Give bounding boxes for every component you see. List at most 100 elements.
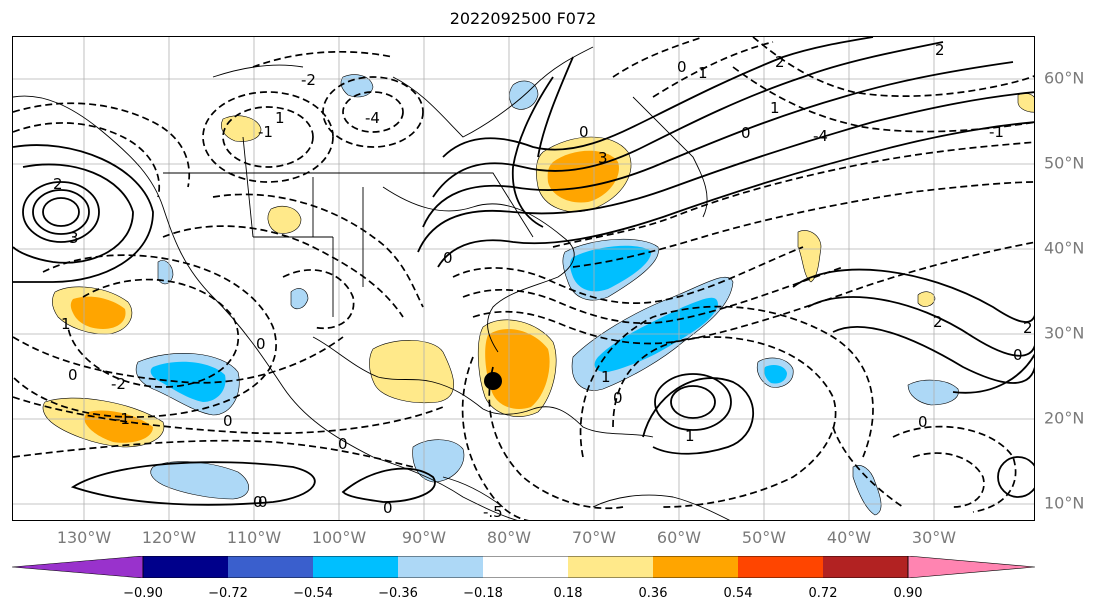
contour-label: 2 xyxy=(775,53,785,71)
negative-anomaly-core xyxy=(594,297,718,373)
contour-label: 0 xyxy=(443,249,453,267)
positive-anomaly-region xyxy=(797,230,822,283)
contour-label: 0 xyxy=(223,412,233,430)
colorbar-segment xyxy=(823,556,908,578)
contour-label: 1 xyxy=(61,315,71,333)
positive-anomaly-region xyxy=(1017,93,1034,113)
storm-center-marker xyxy=(484,372,502,390)
colorbar-tick-label: 0.18 xyxy=(553,586,583,601)
positive-anomaly-region xyxy=(221,115,262,142)
map-canvas: -2 -4 1 2 3 -1 1 0 -2 -1 0 0 0 0 0 0 0 3… xyxy=(13,37,1034,521)
contour-label: 0 xyxy=(677,58,687,76)
lon-label: 110°W xyxy=(226,528,282,547)
colorbar-tick-label: 0.36 xyxy=(638,586,668,601)
contour-labels: -2 -4 1 2 3 -1 1 0 -2 -1 0 0 0 0 0 0 0 3… xyxy=(53,41,1033,521)
lat-label: 20°N xyxy=(1044,408,1085,428)
contour-label: -4 xyxy=(813,127,828,145)
contour-label: 0 xyxy=(741,124,751,142)
contour-label: -1 xyxy=(258,123,273,141)
lon-label: 80°W xyxy=(486,528,532,547)
colorbar-segment xyxy=(738,556,823,578)
negative-anomaly-region xyxy=(340,74,374,98)
solid-contours xyxy=(13,37,1034,506)
positive-anomaly-region xyxy=(917,291,936,307)
colorbar-tick-label: −0.18 xyxy=(463,586,503,601)
lon-label: 130°W xyxy=(56,528,112,547)
colorbar-segment xyxy=(907,556,1036,578)
colorbar-tick-label: −0.90 xyxy=(123,586,163,601)
contour-label: -1 xyxy=(989,123,1004,141)
contour-label: 0 xyxy=(1013,346,1023,364)
map-panel: -2 -4 1 2 3 -1 1 0 -2 -1 0 0 0 0 0 0 0 3… xyxy=(12,36,1035,521)
colorbar-tick-label: −0.72 xyxy=(208,586,248,601)
positive-anomaly-core xyxy=(485,329,550,409)
contour-label: 1 xyxy=(601,368,611,386)
colorbar-segment xyxy=(568,556,653,578)
contour-label: 0 xyxy=(613,389,623,407)
contour-label: 0 xyxy=(383,499,393,517)
contour-label: 3 xyxy=(69,229,79,247)
lat-label: 50°N xyxy=(1044,153,1085,173)
negative-anomaly-region xyxy=(290,288,309,310)
contour-label: 0 xyxy=(338,435,348,453)
contour-label: 0 xyxy=(68,366,78,384)
lat-label: 40°N xyxy=(1044,238,1085,258)
lon-label: 50°W xyxy=(741,528,787,547)
colorbar-segment xyxy=(398,556,483,578)
contour-label: 2 xyxy=(53,175,63,193)
positive-anomaly-core xyxy=(70,296,126,329)
colorbar-segment xyxy=(313,556,398,578)
negative-anomaly-region xyxy=(508,80,539,110)
contour-label: 2 xyxy=(935,41,945,59)
colorbar-segment xyxy=(483,556,568,578)
lon-label: 90°W xyxy=(401,528,447,547)
contour-label: 0 xyxy=(253,493,263,511)
negative-anomaly-region xyxy=(852,465,882,516)
colorbar-tick-label: 0.54 xyxy=(723,586,753,601)
colorbar-tick-label: −0.36 xyxy=(378,586,418,601)
colorbar xyxy=(12,556,1036,578)
coastlines xyxy=(13,46,730,520)
lon-label: 100°W xyxy=(311,528,367,547)
lon-label: 70°W xyxy=(571,528,617,547)
colorbar-tick-label: 0.72 xyxy=(808,586,838,601)
colorbar-segment xyxy=(228,556,313,578)
negative-anomaly-region xyxy=(150,461,249,500)
negative-anomaly-region xyxy=(907,379,959,406)
lon-label: 40°W xyxy=(826,528,872,547)
positive-anomaly-region xyxy=(369,340,454,403)
lon-label: 120°W xyxy=(141,528,197,547)
contour-label: -1 xyxy=(115,410,130,428)
contour-label: -2 xyxy=(301,71,316,89)
contour-label: 0 xyxy=(258,493,268,511)
negative-anomaly-core xyxy=(764,365,787,384)
negative-anomaly-region xyxy=(412,439,465,483)
colorbar-tick-label: −0.54 xyxy=(293,586,333,601)
map-title: 2022092500 F072 xyxy=(449,9,597,28)
contour-label: 1 xyxy=(275,109,285,127)
contour-label: 1 xyxy=(770,99,780,117)
lon-label: 60°W xyxy=(656,528,702,547)
contour-label: 2 xyxy=(1023,319,1033,337)
contour-label: 2 xyxy=(933,313,943,331)
lon-label: 30°W xyxy=(911,528,957,547)
positive-anomaly-region xyxy=(267,206,302,234)
shaded-anomaly-layer xyxy=(42,74,1034,516)
contour-label: 0 xyxy=(918,413,928,431)
contour-label: -.5 xyxy=(483,503,503,521)
colorbar-segment xyxy=(653,556,738,578)
contour-label: 1 xyxy=(698,64,708,82)
dashed-contours xyxy=(13,37,1034,520)
contour-label: -4 xyxy=(365,109,380,127)
colorbar-segment xyxy=(143,556,228,578)
contour-label: 1 xyxy=(685,427,695,445)
colorbar-segment xyxy=(12,556,144,578)
colorbar-tick-label: 0.90 xyxy=(893,586,923,601)
lat-label: 10°N xyxy=(1044,493,1085,513)
lat-label: 30°N xyxy=(1044,323,1085,343)
contour-label: 0 xyxy=(256,335,266,353)
contour-label: -2 xyxy=(111,375,126,393)
lat-label: 60°N xyxy=(1044,68,1085,88)
contour-label: 0 xyxy=(579,123,589,141)
contour-label: 3 xyxy=(598,149,608,167)
